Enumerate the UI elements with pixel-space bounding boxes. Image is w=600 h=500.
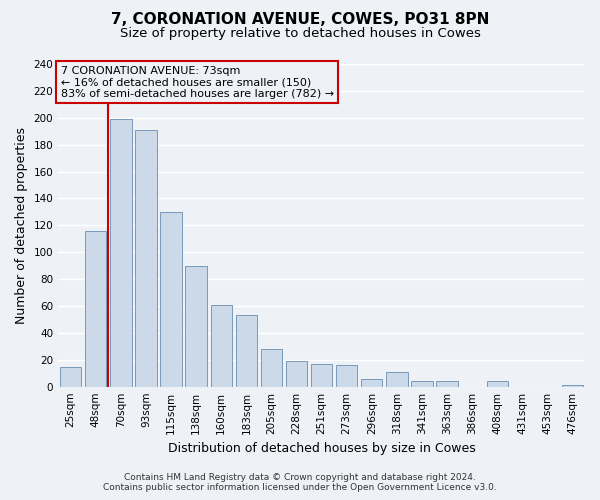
Bar — [136, 130, 157, 386]
Bar — [185, 266, 207, 386]
Text: Size of property relative to detached houses in Cowes: Size of property relative to detached ho… — [119, 28, 481, 40]
Bar — [85, 230, 106, 386]
Bar — [386, 372, 407, 386]
Text: Contains HM Land Registry data © Crown copyright and database right 2024.
Contai: Contains HM Land Registry data © Crown c… — [103, 473, 497, 492]
Bar — [411, 382, 433, 386]
Bar — [60, 366, 82, 386]
Bar — [110, 119, 131, 386]
Bar — [160, 212, 182, 386]
Bar — [487, 382, 508, 386]
Bar — [436, 382, 458, 386]
Text: 7, CORONATION AVENUE, COWES, PO31 8PN: 7, CORONATION AVENUE, COWES, PO31 8PN — [111, 12, 489, 28]
Y-axis label: Number of detached properties: Number of detached properties — [15, 127, 28, 324]
Bar — [236, 316, 257, 386]
Bar — [211, 304, 232, 386]
Bar — [261, 349, 282, 387]
Bar — [336, 365, 358, 386]
Bar — [311, 364, 332, 386]
Bar — [286, 361, 307, 386]
X-axis label: Distribution of detached houses by size in Cowes: Distribution of detached houses by size … — [168, 442, 475, 455]
Text: 7 CORONATION AVENUE: 73sqm
← 16% of detached houses are smaller (150)
83% of sem: 7 CORONATION AVENUE: 73sqm ← 16% of deta… — [61, 66, 334, 99]
Bar — [361, 378, 382, 386]
